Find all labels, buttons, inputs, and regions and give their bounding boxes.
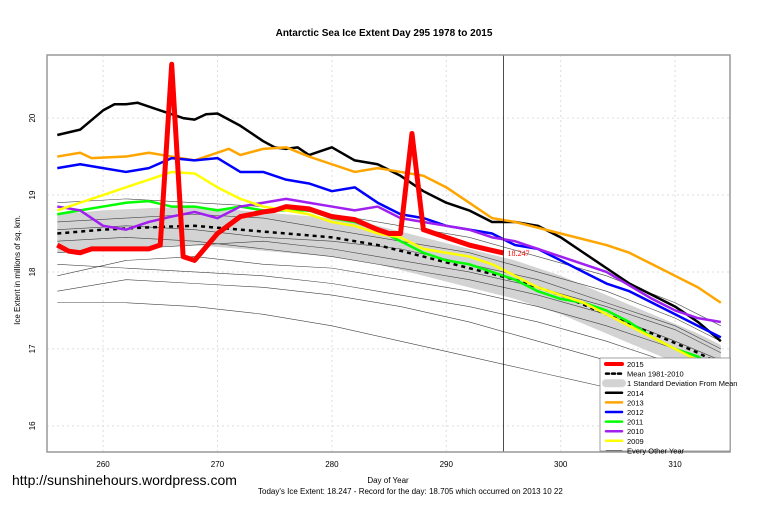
legend-item: Every Other Year [627, 446, 685, 455]
x-tick-label: 290 [440, 460, 454, 469]
current-value-label: 18.247 [507, 249, 529, 258]
legend-item: Mean 1981-2010 [627, 370, 684, 379]
x-tick-label: 280 [325, 460, 339, 469]
y-tick-label: 19 [28, 190, 37, 199]
y-tick-label: 20 [28, 113, 37, 122]
other-year-line [57, 256, 721, 373]
series-line-2010 [57, 197, 722, 324]
x-tick-label: 300 [554, 460, 568, 469]
legend-item: 2013 [627, 398, 644, 407]
std-dev-band [57, 206, 721, 384]
series-line-2014 [57, 101, 722, 343]
legend-item: 2009 [627, 437, 644, 446]
other-year-line [57, 240, 721, 354]
legend-item: 2012 [627, 408, 644, 417]
x-tick-label: 270 [211, 460, 225, 469]
x-tick-label: 310 [668, 460, 682, 469]
x-axis-label: Day of Year [367, 476, 409, 485]
legend-item: 2010 [627, 427, 644, 436]
legend-item: 2015 [627, 360, 644, 369]
chart-title: Antarctic Sea Ice Extent Day 295 1978 to… [276, 28, 493, 39]
y-tick-label: 18 [28, 267, 37, 276]
series-line-2015 [56, 61, 505, 263]
site-url: http://sunshinehours.wordpress.com [12, 472, 237, 488]
plot-frame [46, 54, 731, 453]
other-year-line [57, 263, 721, 388]
legend-item: 1 Standard Deviation From Mean [627, 379, 737, 388]
y-tick-label: 17 [28, 344, 37, 353]
legend-item: 2011 [627, 418, 643, 427]
legend-item: 2014 [627, 389, 644, 398]
y-tick-label: 16 [28, 421, 37, 430]
x-tick-label: 260 [96, 460, 110, 469]
other-year-line [57, 225, 721, 350]
y-axis-label: Ice Extent in millions of sq. km. [13, 215, 22, 325]
summary-text: Today's Ice Extent: 18.247 - Record for … [258, 487, 563, 496]
mean-line [57, 224, 722, 366]
